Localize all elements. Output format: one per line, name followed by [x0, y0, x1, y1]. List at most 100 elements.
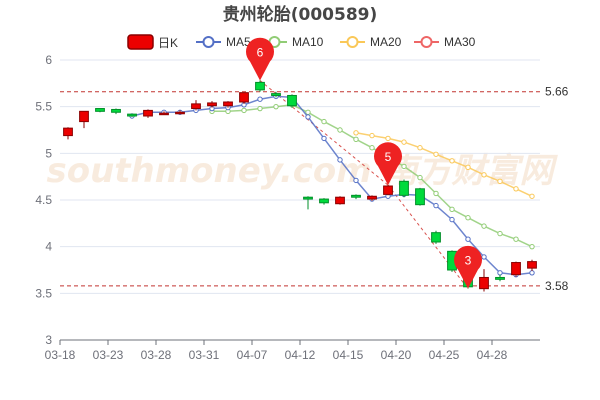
x-tick-label: 03-28 — [141, 348, 172, 362]
ma10-point — [241, 107, 247, 114]
x-tick-label: 03-31 — [189, 348, 220, 362]
ma10-point — [273, 103, 279, 110]
candle-down — [415, 188, 425, 206]
ma10-point — [529, 243, 535, 250]
ma5-point — [465, 236, 471, 242]
candle-down — [351, 194, 361, 198]
x-tick-label: 03-23 — [93, 348, 124, 362]
candle-up — [511, 262, 521, 276]
ma10-point — [497, 230, 503, 237]
x-tick-label: 04-25 — [429, 348, 460, 362]
ma5-point — [321, 135, 327, 142]
chart-legend[interactable]: 日K MA5 MA10 MA20 MA30 — [127, 34, 476, 50]
legend-item-k[interactable]: 日K — [127, 34, 178, 50]
ma20-point — [465, 164, 471, 171]
legend-item-ma5[interactable]: MA5 — [196, 35, 251, 49]
candle-up — [175, 111, 185, 115]
ma10-point — [417, 174, 423, 181]
ma5-point — [449, 216, 455, 223]
chart-title: 贵州轮胎(000589) — [223, 4, 378, 25]
ma10-point — [481, 223, 487, 229]
ma20-point — [497, 178, 503, 185]
candle-down — [95, 108, 105, 112]
candle-up — [527, 261, 537, 269]
candle-down — [271, 93, 281, 96]
legend-label: 日K — [158, 36, 178, 50]
candle-down — [319, 198, 329, 204]
ma10-point — [305, 109, 311, 115]
marker-label: 5 — [385, 150, 392, 164]
y-tick-label: 4 — [45, 240, 52, 254]
candle-down — [127, 113, 137, 117]
candle-down — [287, 94, 297, 107]
ma20-point — [481, 172, 487, 178]
y-tick-label: 6 — [45, 53, 52, 67]
ma5-point — [497, 270, 503, 276]
ma20-point — [449, 158, 455, 164]
watermark: southmoney.com 南方财富网 — [46, 151, 558, 191]
ma5-point — [481, 254, 487, 260]
y-axis-ticks: 3 3.5 4 4.5 5 5.5 6 — [35, 53, 52, 347]
ma5-point — [433, 202, 439, 209]
reference-lines: 5.66 3.58 — [60, 85, 569, 293]
legend-label: MA5 — [226, 35, 251, 49]
ma10-point — [337, 127, 343, 133]
candle-down — [495, 276, 505, 280]
candle-up — [63, 127, 73, 137]
marker-label: 3 — [465, 254, 472, 268]
ma20-point — [353, 130, 359, 136]
candle-up — [191, 103, 201, 110]
marker-pin — [246, 37, 275, 81]
x-tick-label: 04-15 — [333, 348, 364, 362]
candle-up — [239, 92, 249, 103]
candle-up — [207, 102, 217, 107]
ma10-point — [369, 145, 375, 151]
candle-up — [479, 276, 489, 290]
ma5-point — [257, 96, 263, 102]
legend-label: MA20 — [370, 35, 402, 49]
watermark-text: southmoney.com 南方财富网 — [46, 151, 558, 191]
marker-label: 6 — [257, 46, 264, 60]
ma5-point — [353, 177, 359, 184]
reference-line-label: 3.58 — [545, 279, 569, 293]
x-tick-label: 04-20 — [381, 348, 412, 362]
ma5-point — [305, 114, 311, 120]
candle-up — [223, 101, 233, 107]
reference-line-label: 5.66 — [545, 85, 569, 99]
ma20-point — [529, 193, 535, 199]
trend-lines — [259, 80, 469, 289]
y-tick-label: 3.5 — [35, 286, 52, 300]
legend-swatch-dot — [346, 36, 359, 48]
candle-up — [383, 185, 393, 195]
ma10-point — [513, 236, 519, 242]
marker-pin — [454, 245, 482, 289]
ma10-point — [433, 190, 439, 197]
candle-up — [367, 195, 377, 200]
ma5-point — [337, 157, 343, 163]
candle-down — [111, 108, 121, 113]
legend-item-ma30[interactable]: MA30 — [414, 35, 476, 49]
legend-item-ma20[interactable]: MA20 — [340, 35, 402, 49]
candle-down — [255, 81, 265, 91]
candle-up — [335, 196, 345, 205]
trend-line — [387, 184, 469, 289]
ma10-point — [449, 206, 455, 213]
y-gridlines — [60, 59, 540, 341]
ma10-point — [401, 163, 407, 170]
legend-swatch — [127, 34, 154, 50]
legend-swatch-dot — [420, 36, 433, 48]
x-tick-label: 03-18 — [45, 348, 76, 362]
ma20-point — [401, 139, 407, 145]
ma5-point — [529, 270, 535, 276]
ma20-point — [513, 186, 519, 192]
ma10-point — [257, 105, 263, 112]
x-tick-label: 04-28 — [477, 348, 508, 362]
ma10-point — [321, 118, 327, 125]
y-tick-label: 4.5 — [35, 193, 52, 207]
x-tick-label: 04-12 — [285, 348, 316, 362]
ma20-point — [433, 151, 439, 157]
y-tick-label: 5 — [45, 146, 52, 160]
markers: 6 5 3 — [246, 37, 482, 289]
candle-down — [303, 196, 313, 200]
ma10-point — [353, 136, 359, 143]
